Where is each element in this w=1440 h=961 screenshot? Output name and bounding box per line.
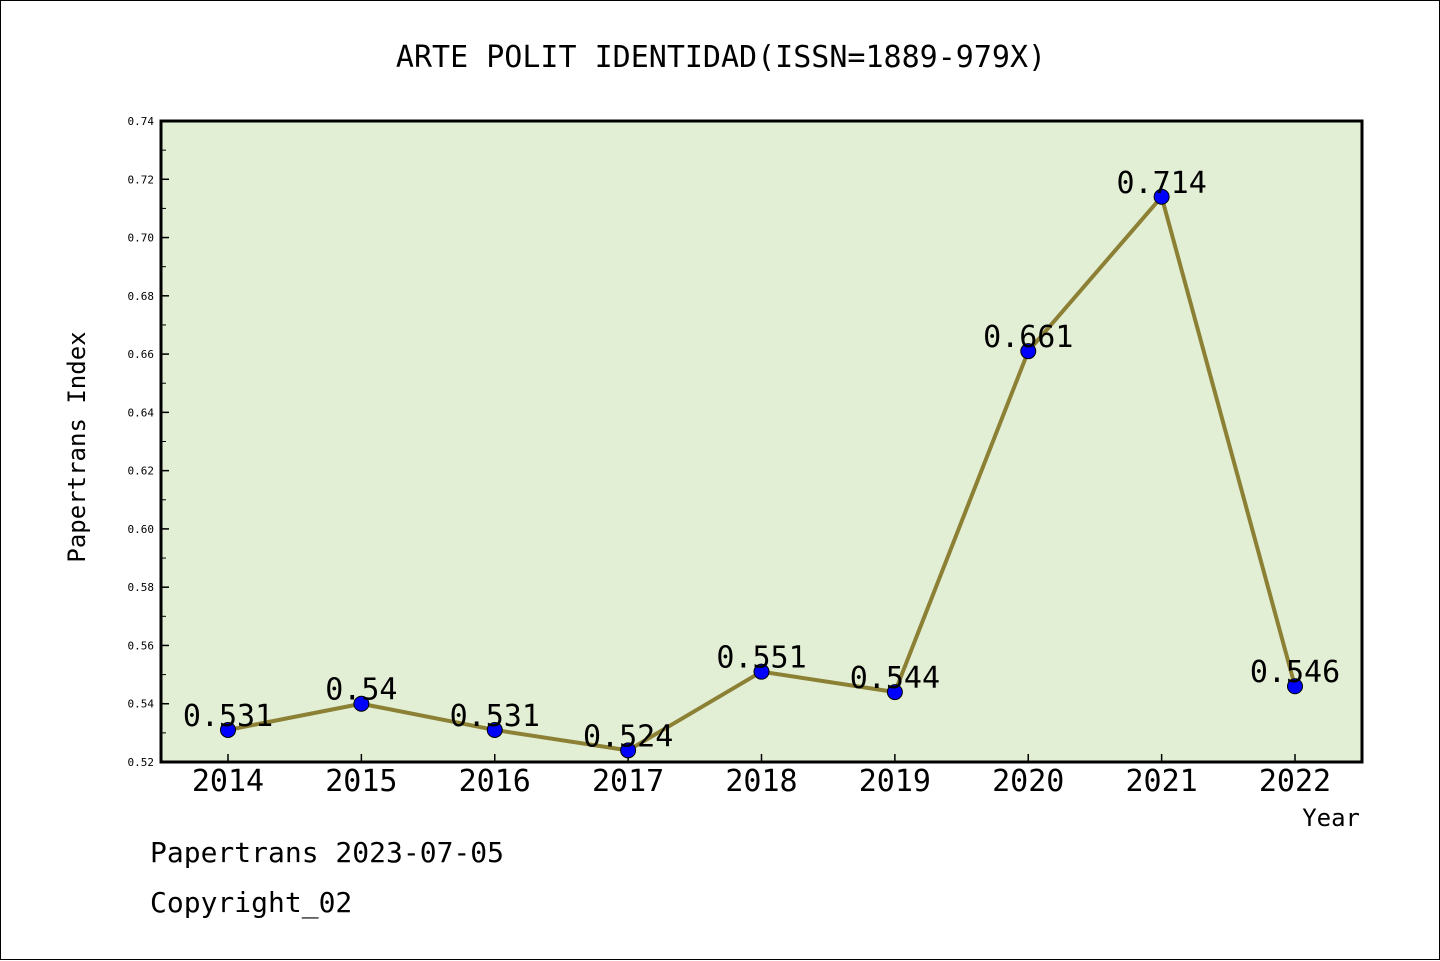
data-point — [620, 742, 637, 759]
footer-date-text: Papertrans 2023-07-05 — [150, 836, 505, 869]
x-tick-label: 2022 — [1259, 764, 1331, 799]
data-point — [486, 721, 503, 738]
data-label: 0.551 — [716, 641, 806, 676]
data-point — [1020, 343, 1037, 360]
x-tick-label: 2020 — [992, 764, 1064, 799]
x-tick-label: 2015 — [325, 764, 397, 799]
data-label: 0.531 — [183, 699, 273, 734]
x-tick-label: 2021 — [1126, 764, 1198, 799]
y-tick-label: 0.62 — [128, 465, 155, 478]
data-label: 0.524 — [583, 719, 673, 754]
data-label: 0.714 — [1116, 166, 1206, 201]
data-label: 0.546 — [1250, 655, 1340, 690]
data-label: 0.54 — [325, 673, 397, 708]
x-tick-label: 2014 — [192, 764, 264, 799]
data-point — [220, 721, 236, 738]
data-label: 0.544 — [850, 661, 940, 696]
plot-border — [159, 119, 1364, 764]
y-tick-label: 0.54 — [128, 698, 155, 711]
y-tick-label: 0.74 — [128, 115, 155, 128]
data-point — [353, 695, 370, 712]
y-tick-label: 0.68 — [128, 290, 155, 303]
data-point — [1287, 678, 1303, 695]
x-axis-label: Year — [1302, 804, 1360, 832]
y-tick-label: 0.52 — [128, 756, 155, 769]
data-label: 0.661 — [983, 320, 1073, 355]
y-axis-label: Papertrans Index — [63, 331, 91, 562]
y-tick-label: 0.72 — [128, 173, 155, 186]
labels-layer: ARTE POLIT IDENTIDAD(ISSN=1889-979X) Pape… — [63, 40, 1360, 832]
y-tick-label: 0.56 — [128, 639, 155, 652]
axes-layer — [159, 119, 1364, 764]
y-tick-label: 0.60 — [128, 523, 155, 536]
data-point — [886, 684, 903, 701]
footer-copyright-text: Copyright_02 — [150, 886, 353, 919]
x-tick-label: 2018 — [725, 764, 797, 799]
data-label: 0.531 — [450, 699, 540, 734]
data-point — [753, 663, 770, 680]
x-tick-label: 2016 — [459, 764, 531, 799]
series-layer — [220, 188, 1303, 759]
y-tick-label: 0.70 — [128, 232, 155, 245]
x-tick-label: 2017 — [592, 764, 664, 799]
y-tick-label: 0.64 — [128, 406, 155, 419]
y-tick-label: 0.58 — [128, 581, 155, 594]
plot-background-layer — [161, 121, 1362, 762]
data-point — [1153, 188, 1170, 205]
plot-area — [161, 121, 1362, 762]
y-tick-label: 0.66 — [128, 348, 155, 361]
x-tick-label: 2019 — [859, 764, 931, 799]
chart-title: ARTE POLIT IDENTIDAD(ISSN=1889-979X) — [396, 40, 1046, 75]
